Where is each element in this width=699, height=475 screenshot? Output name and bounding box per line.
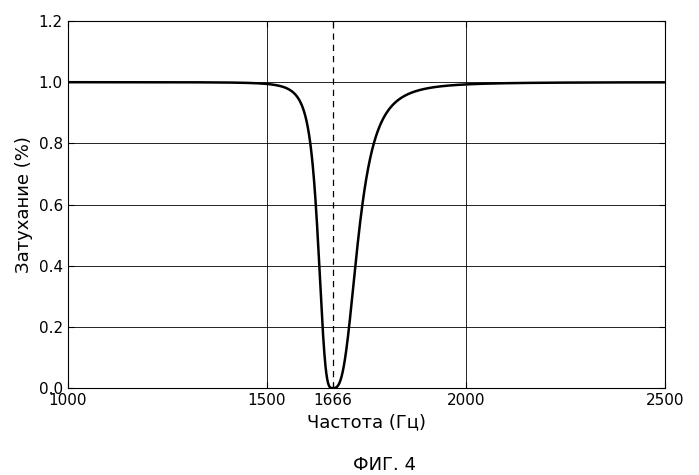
Y-axis label: Затухание (%): Затухание (%) [15, 136, 33, 273]
Text: ФИГ. 4: ФИГ. 4 [353, 456, 416, 474]
X-axis label: Частота (Гц): Частота (Гц) [307, 414, 426, 431]
